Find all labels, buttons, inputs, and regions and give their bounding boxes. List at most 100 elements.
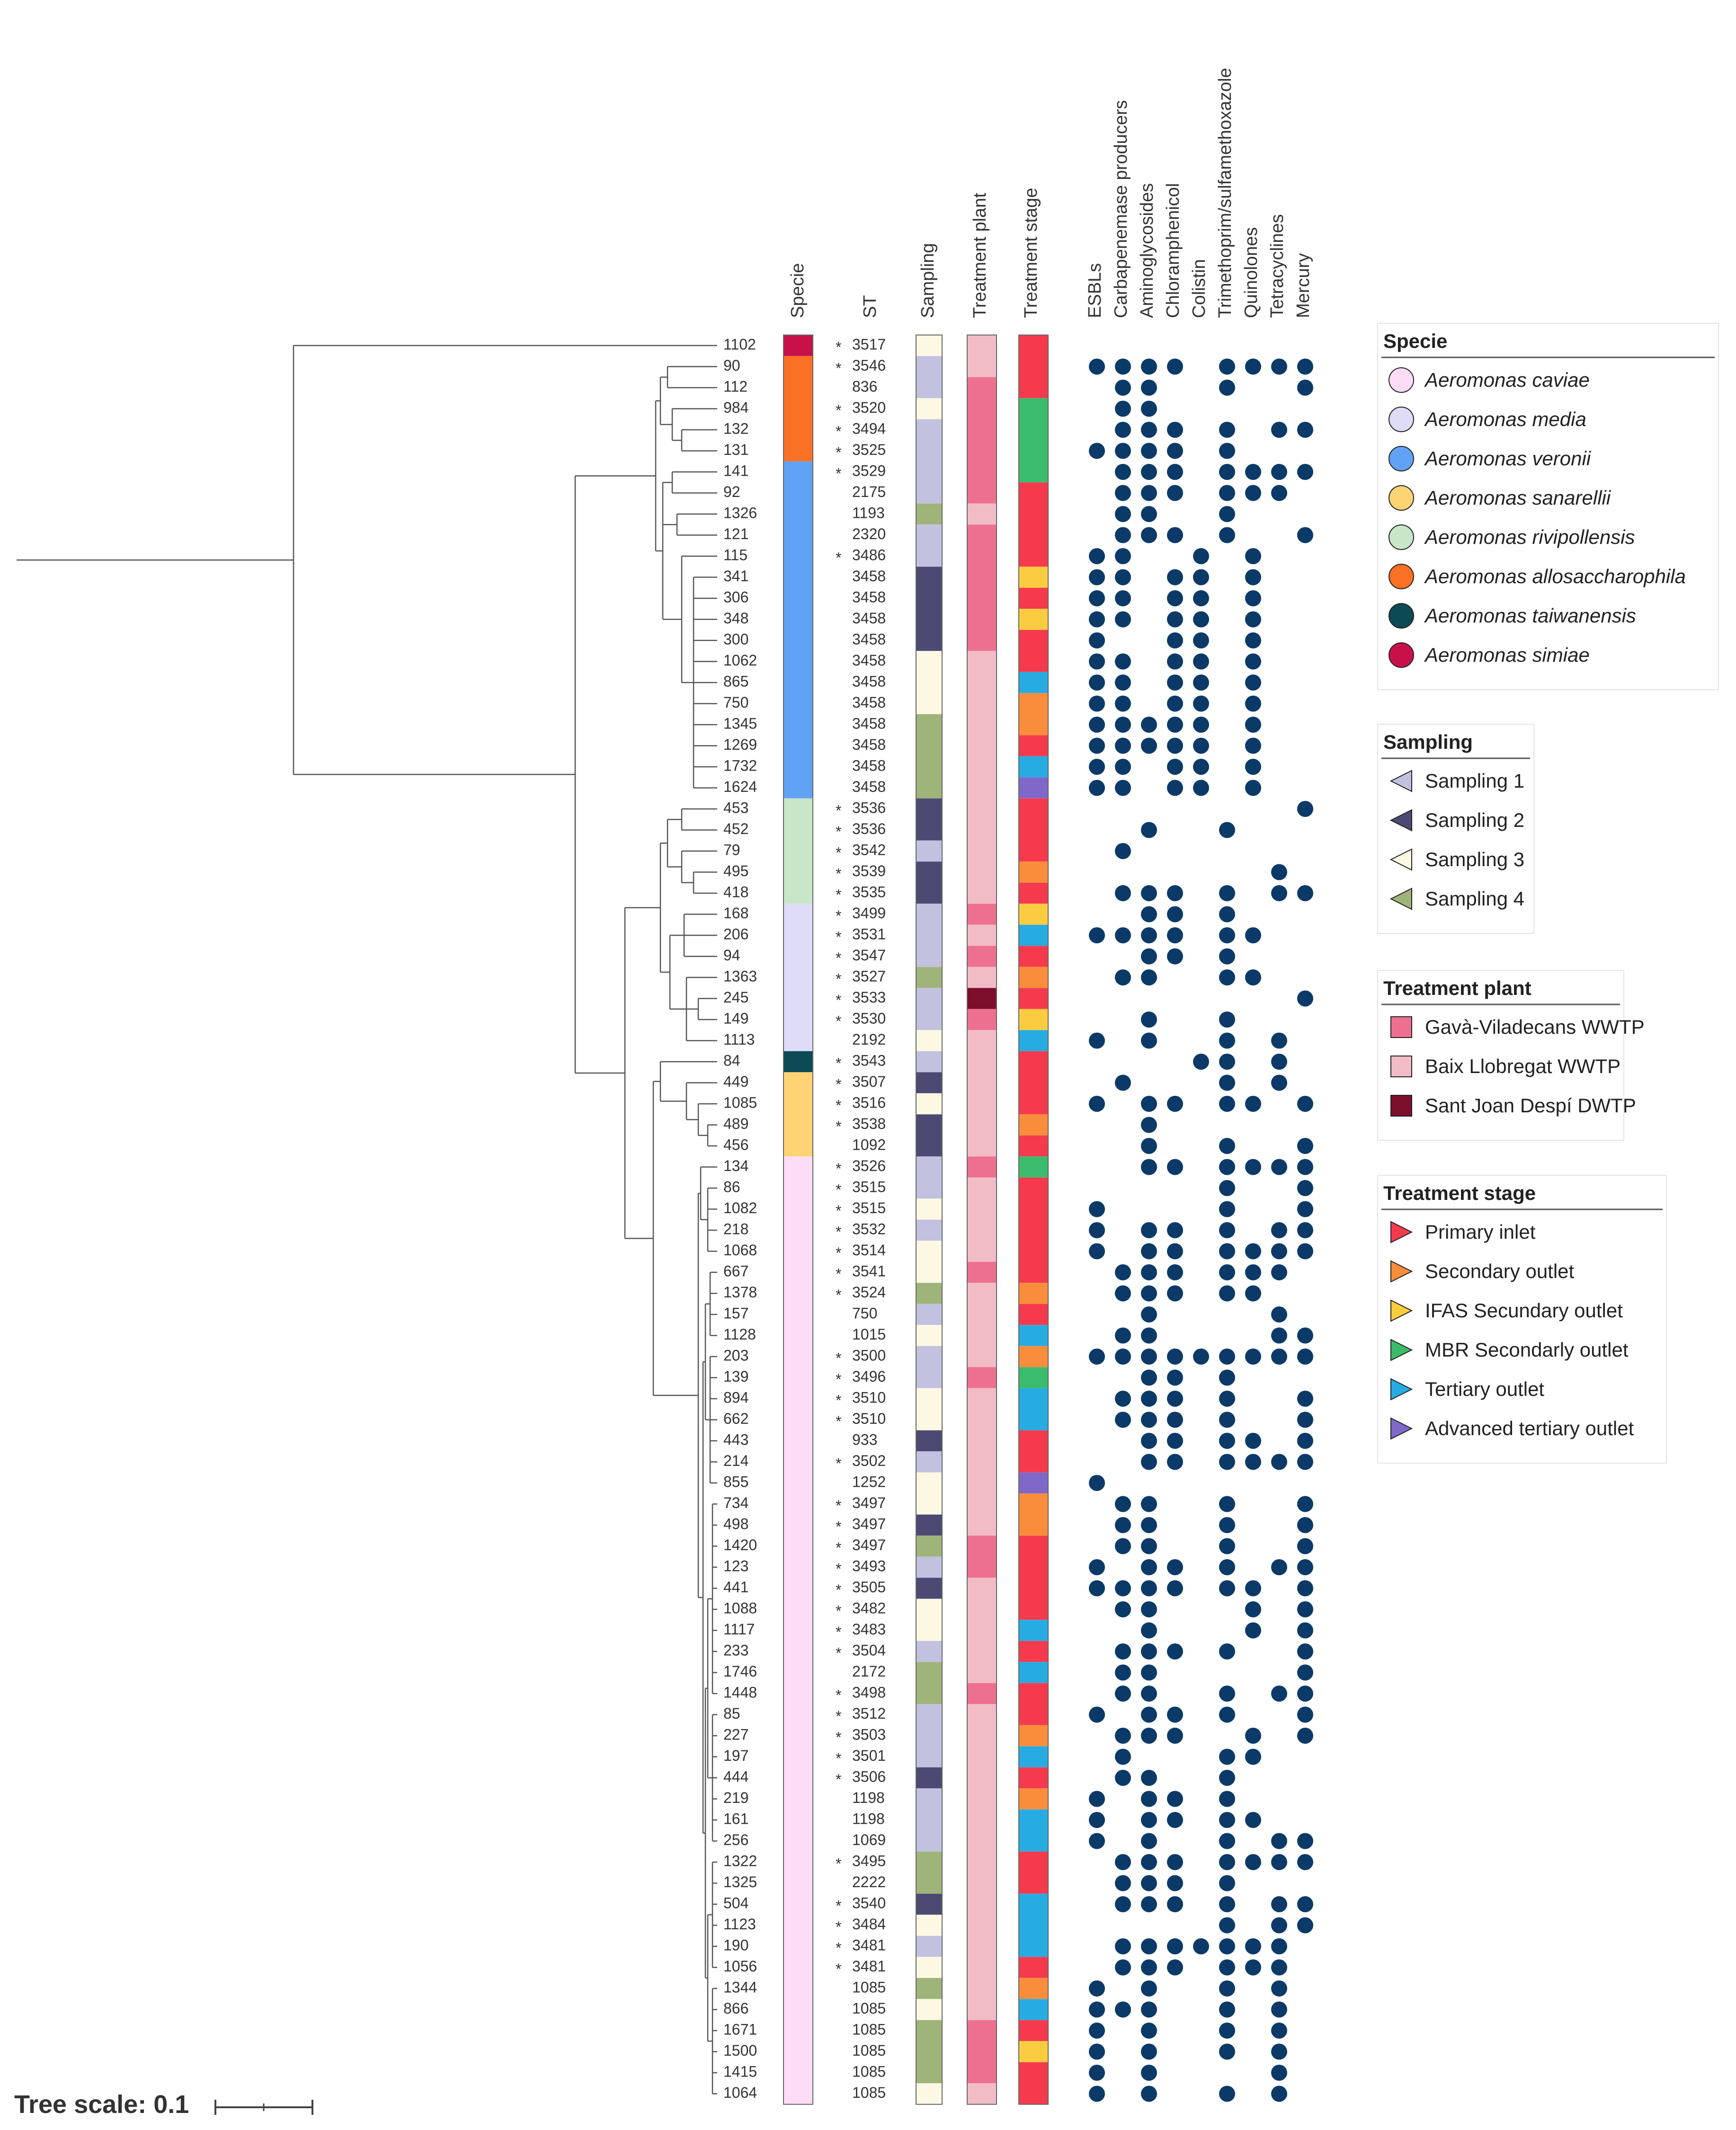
resistance-dot <box>1271 422 1287 438</box>
resistance-dot <box>1115 1875 1131 1891</box>
st-label: 3484 <box>852 1916 886 1933</box>
st-label: 3505 <box>852 1579 886 1596</box>
resistance-dot <box>1219 1917 1235 1934</box>
resistance-dot <box>1115 464 1131 480</box>
resistance-dot <box>1271 885 1287 901</box>
isolate-id: 1056 <box>723 1958 757 1975</box>
resistance-dot <box>1141 1854 1157 1870</box>
novel-st-marker: * <box>836 1602 841 1619</box>
sampling-block <box>916 1030 942 1051</box>
legend-swatch <box>1389 485 1414 511</box>
sampling-block <box>916 503 942 525</box>
resistance-dot <box>1219 1369 1235 1386</box>
resistance-dot <box>1245 1812 1261 1828</box>
isolate-id: 984 <box>723 399 748 416</box>
resistance-dot <box>1141 1012 1157 1028</box>
isolate-id: 1128 <box>723 1326 756 1343</box>
resistance-dot <box>1271 1032 1287 1049</box>
resistance-dot <box>1219 1201 1235 1217</box>
isolate-id: 1085 <box>723 1094 757 1111</box>
resistance-dot <box>1219 527 1235 543</box>
stage-block <box>1019 967 1048 988</box>
column-outline <box>1018 334 1049 2105</box>
novel-st-marker: * <box>836 423 841 440</box>
specie-block <box>783 461 813 799</box>
novel-st-marker: * <box>836 1413 841 1430</box>
st-label: 3458 <box>852 568 886 585</box>
resistance-dot <box>1219 1180 1235 1196</box>
st-label: 1015 <box>852 1326 886 1343</box>
stage-block <box>1019 1725 1048 1747</box>
resistance-dot <box>1219 1032 1235 1049</box>
resistance-dot <box>1245 1159 1261 1175</box>
resistance-dot <box>1141 1770 1157 1786</box>
resistance-dot <box>1167 780 1183 796</box>
stage-block <box>1019 1767 1048 1789</box>
sampling-block <box>916 861 942 904</box>
st-label: 3506 <box>852 1768 886 1785</box>
plant-block <box>967 377 997 504</box>
resistance-dot <box>1141 1559 1157 1575</box>
resistance-dot <box>1297 1349 1313 1365</box>
resistance-dot <box>1089 632 1105 648</box>
st-label: 3458 <box>852 652 886 669</box>
legend-swatch <box>1390 1417 1413 1440</box>
novel-st-marker: * <box>836 1202 841 1219</box>
sampling-block <box>916 1851 942 1894</box>
resistance-dot <box>1297 1496 1313 1512</box>
resistance-dot <box>1297 358 1313 375</box>
resistance-dot <box>1141 1032 1157 1049</box>
resistance-dot <box>1115 1538 1131 1554</box>
specie-block <box>783 335 813 356</box>
resistance-dot <box>1297 1622 1313 1639</box>
resistance-dot <box>1115 1074 1131 1091</box>
resistance-dot <box>1245 1748 1261 1765</box>
resistance-dot <box>1167 443 1183 459</box>
resistance-dot <box>1271 464 1287 480</box>
resistance-dot <box>1297 1538 1313 1554</box>
isolate-id: 300 <box>723 630 748 648</box>
resistance-dot <box>1115 1728 1131 1744</box>
column-header: Sampling <box>918 243 938 318</box>
resistance-dot <box>1167 632 1183 648</box>
resistance-dot <box>1115 1938 1131 1954</box>
resistance-dot <box>1271 1054 1287 1070</box>
stage-block <box>1019 904 1048 925</box>
column-header: Colistin <box>1189 259 1209 318</box>
st-label: 3499 <box>852 905 886 922</box>
resistance-dot <box>1141 2043 1157 2060</box>
sampling-block <box>916 1051 942 1073</box>
plant-block <box>967 1683 997 1704</box>
stage-block <box>1019 1620 1048 1641</box>
resistance-dot <box>1219 1096 1235 1112</box>
specie-block <box>783 798 813 904</box>
legend-label: Aeromonas caviae <box>1424 369 1590 391</box>
resistance-dot <box>1115 653 1131 670</box>
isolate-id: 1082 <box>723 1199 757 1216</box>
resistance-dot <box>1245 1096 1261 1112</box>
column-outline <box>783 334 813 2105</box>
stage-block <box>1019 924 1048 946</box>
resistance-dot <box>1115 590 1131 606</box>
legend-swatch <box>1390 1016 1412 1038</box>
st-label: 1198 <box>852 1810 885 1827</box>
stage-block <box>1019 482 1048 567</box>
legend-label: Sampling 2 <box>1425 809 1524 831</box>
resistance-dot <box>1219 1643 1235 1660</box>
resistance-dot <box>1141 885 1157 901</box>
resistance-dot <box>1115 1285 1131 1302</box>
column-header: Treatment stage <box>1021 188 1041 318</box>
st-label: 3541 <box>852 1262 886 1279</box>
resistance-dot <box>1245 1728 1261 1744</box>
resistance-dot <box>1089 1032 1105 1049</box>
resistance-dot <box>1141 1327 1157 1344</box>
sampling-block <box>916 1767 942 1789</box>
isolate-id: 121 <box>723 525 748 542</box>
isolate-id: 498 <box>723 1515 748 1532</box>
legend-label: Gavà-Viladecans WWTP <box>1425 1016 1645 1038</box>
stage-block <box>1019 1030 1048 1051</box>
st-label: 3517 <box>852 336 886 353</box>
resistance-dot <box>1167 737 1183 754</box>
isolate-id: 1624 <box>723 778 757 795</box>
resistance-dot <box>1219 1159 1235 1175</box>
